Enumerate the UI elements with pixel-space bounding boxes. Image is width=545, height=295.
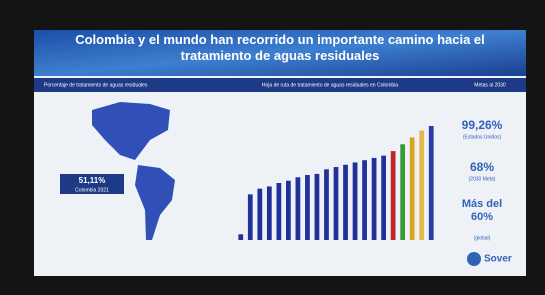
bar (343, 165, 348, 240)
header: Hoja de ruta de tratamiento de aguas res… (262, 82, 398, 88)
bar (353, 162, 358, 240)
bar (410, 137, 415, 240)
bar (315, 174, 320, 240)
page: Colombia y el mundo han recorrido un imp… (0, 0, 545, 290)
logo: Sover (484, 254, 512, 265)
map-sublabel: Colombia 2021 (75, 187, 109, 193)
bar (257, 189, 262, 240)
bar (362, 160, 367, 240)
header: Metas al 2030 (474, 82, 506, 88)
bar (248, 194, 253, 240)
bar (372, 158, 377, 240)
target-value: 68% (470, 160, 494, 174)
target-note: (global) (474, 235, 491, 241)
target-note: (Estados Unidos) (463, 134, 502, 140)
target-note: (2030 Meta) (469, 176, 496, 182)
bar (400, 144, 405, 240)
target-value: Más del 60% (452, 198, 512, 224)
bar (429, 126, 434, 240)
logo-icon (467, 252, 481, 266)
bar (267, 186, 272, 240)
bar (305, 175, 310, 240)
bar (334, 167, 339, 240)
header: Porcentaje de tratamiento de aguas resid… (44, 82, 148, 88)
title-box: Colombia y el mundo han recorrido un imp… (60, 32, 500, 74)
target-value: 99,26% (462, 118, 503, 132)
bar (381, 156, 386, 240)
bar (238, 234, 243, 240)
photo: Colombia y el mundo han recorrido un imp… (0, 0, 545, 290)
target-box: Más del 60% (452, 198, 512, 234)
bar (419, 131, 424, 240)
bar (286, 181, 291, 240)
bar (296, 177, 301, 240)
bar (391, 151, 396, 240)
bar (276, 183, 281, 240)
bar (324, 169, 329, 240)
map-label: 51,11% (79, 176, 106, 185)
slide-title: Colombia y el mundo han recorrido un imp… (60, 32, 500, 64)
